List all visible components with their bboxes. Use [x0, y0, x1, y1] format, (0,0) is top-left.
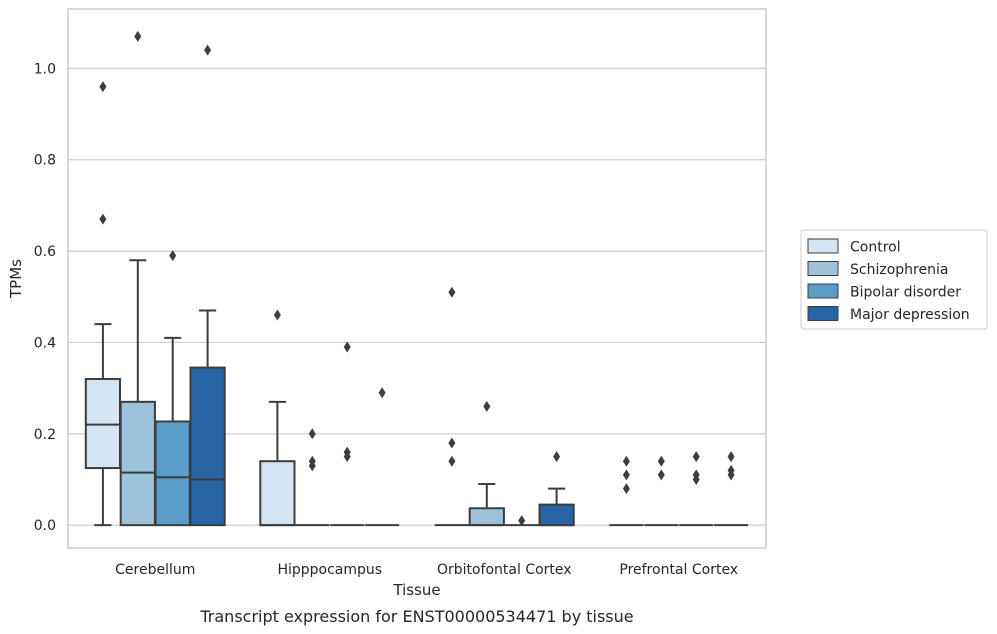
- box-schizophrenia-orbitofontal-cortex: [468, 400, 505, 527]
- box-iqr: [119, 400, 156, 527]
- y-tick-label: 0.0: [34, 518, 56, 534]
- box-major-depression-hipppocampus: [364, 387, 400, 527]
- outlier-point: [99, 213, 107, 225]
- legend-frame: [800, 229, 988, 330]
- legend-swatch: [807, 238, 839, 254]
- legend-item: Bipolar disorder: [807, 283, 961, 301]
- outlier-point: [692, 469, 700, 481]
- x-tick-label: Prefrontal Cortex: [619, 562, 738, 578]
- outlier-point: [448, 455, 456, 467]
- x-tick-label: Orbitofontal Cortex: [437, 562, 572, 578]
- outlier-point: [343, 446, 351, 458]
- legend-item: Control: [807, 238, 901, 256]
- outlier-point: [657, 469, 665, 481]
- outlier-point: [308, 428, 316, 440]
- box-schizophrenia-hipppocampus: [295, 428, 330, 527]
- boxes-layer: [84, 30, 749, 527]
- outlier-point: [273, 309, 281, 321]
- box-control-prefrontal-cortex: [609, 455, 644, 527]
- outlier-point: [553, 451, 561, 463]
- box-major-depression-prefrontal-cortex: [713, 451, 749, 527]
- outlier-point: [134, 30, 142, 42]
- outlier-point: [378, 387, 386, 399]
- outlier-point: [169, 250, 177, 262]
- box-schizophrenia-prefrontal-cortex: [644, 455, 679, 527]
- y-tick-label: 0.4: [34, 335, 56, 351]
- plot-area-frame: [67, 8, 767, 549]
- box-iqr: [84, 377, 122, 470]
- box-iqr: [154, 420, 191, 527]
- outlier-point: [727, 451, 735, 463]
- y-tick-labels: 0.0 0.2 0.4 0.6 0.8 1.0: [34, 61, 56, 534]
- box-control-cerebellum: [84, 81, 122, 527]
- outlier-point: [657, 455, 665, 467]
- outlier-point: [448, 286, 456, 298]
- x-tick-labels: Cerebellum Hipppocampus Orbitofontal Corte…: [115, 562, 738, 578]
- box-major-depression-orbitofontal-cortex: [538, 451, 575, 527]
- box-iqr: [259, 460, 296, 527]
- outlier-point: [622, 455, 630, 467]
- legend-swatch: [807, 306, 839, 321]
- legend-item: Major depression: [807, 306, 970, 323]
- outlier-point: [483, 400, 491, 412]
- outlier-point: [622, 483, 630, 495]
- outlier-point: [204, 44, 212, 56]
- x-axis-title: Tissue: [392, 581, 440, 599]
- box-iqr: [538, 503, 575, 527]
- outlier-point: [622, 469, 630, 481]
- outlier-point: [448, 437, 456, 449]
- box-control-hipppocampus: [259, 309, 296, 527]
- legend-label: Control: [850, 240, 901, 256]
- legend-items: Control Schizophrenia Bipolar disorder Majo…: [807, 238, 970, 323]
- legend-swatch: [807, 261, 839, 276]
- legend-label: Major depression: [850, 307, 970, 323]
- outlier-point: [727, 464, 735, 476]
- outlier-point: [518, 515, 526, 527]
- box-iqr: [468, 507, 505, 527]
- box-schizophrenia-cerebellum: [119, 30, 156, 527]
- outlier-point: [343, 341, 351, 353]
- y-tick-label: 1.0: [34, 61, 56, 77]
- box-control-orbitofontal-cortex: [434, 286, 470, 527]
- box-bipolar-disorder-hipppocampus: [330, 341, 365, 527]
- x-tick-label: Hipppocampus: [277, 562, 382, 578]
- legend-label: Schizophrenia: [850, 262, 948, 278]
- y-tick-label: 0.8: [34, 153, 56, 169]
- box-bipolar-disorder-prefrontal-cortex: [679, 451, 714, 527]
- legend: Control Schizophrenia Bipolar disorder Majo…: [800, 229, 988, 330]
- box-bipolar-disorder-orbitofontal-cortex: [504, 515, 539, 527]
- x-tick-label: Cerebellum: [115, 562, 195, 578]
- y-axis-title: TPMs: [7, 259, 25, 299]
- y-tick-label: 0.2: [34, 427, 56, 443]
- legend-label: Bipolar disorder: [850, 285, 961, 301]
- y-tick-label: 0.6: [34, 244, 56, 260]
- outlier-point: [692, 451, 700, 463]
- outlier-point: [99, 81, 107, 93]
- box-bipolar-disorder-cerebellum: [154, 250, 191, 527]
- box-iqr: [189, 366, 226, 527]
- legend-item: Schizophrenia: [807, 261, 948, 278]
- outlier-point: [308, 455, 316, 467]
- legend-swatch: [807, 283, 839, 299]
- box-major-depression-cerebellum: [189, 44, 226, 527]
- chart-caption: Transcript expression for ENST0000053447…: [199, 607, 633, 626]
